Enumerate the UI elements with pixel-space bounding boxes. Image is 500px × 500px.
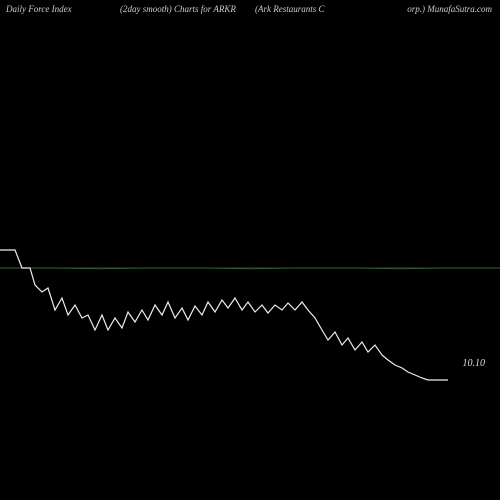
- header-title-center2: (Ark Restaurants C: [255, 4, 325, 14]
- chart-svg: [0, 20, 500, 500]
- force-index-chart: [0, 20, 500, 500]
- header-title-center1: (2day smooth) Charts for ARKR: [120, 4, 236, 14]
- end-value-label: 10.10: [463, 358, 486, 369]
- header-title-left: Daily Force Index: [6, 4, 72, 14]
- header-source: orp.) MunafaSutra.com: [407, 4, 492, 14]
- chart-header: Daily Force Index (2day smooth) Charts f…: [0, 4, 500, 20]
